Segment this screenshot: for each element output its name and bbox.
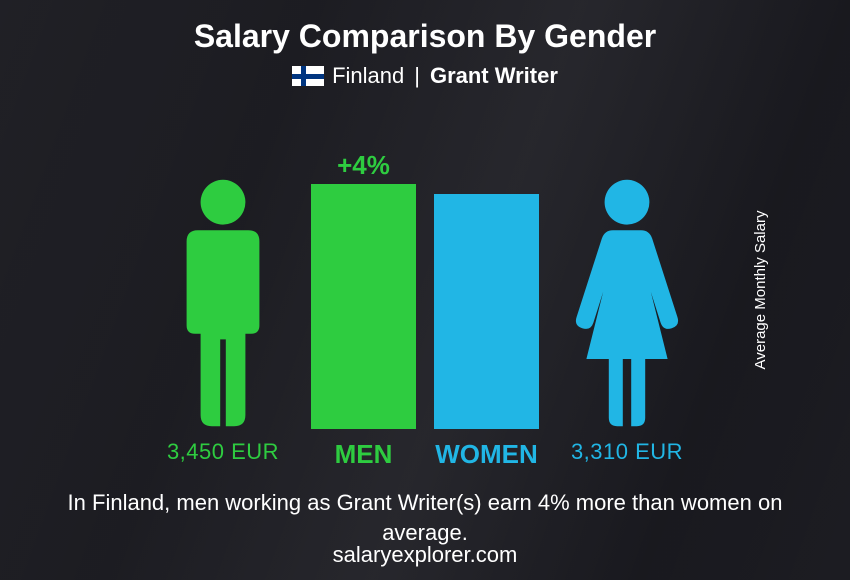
man-icon (153, 177, 293, 429)
labels-row: 3,450 EUR MEN WOMEN 3,310 EUR (0, 439, 850, 470)
men-bar-col: +4% (311, 109, 416, 429)
woman-icon (557, 177, 697, 429)
source-credit: salaryexplorer.com (0, 542, 850, 568)
country-name: Finland (332, 63, 404, 89)
women-salary-value: 3,310 EUR (557, 439, 697, 470)
men-bar: +4% (311, 184, 416, 429)
women-icon-col (557, 109, 697, 429)
women-bar-col (434, 109, 539, 429)
summary-text: In Finland, men working as Grant Writer(… (45, 488, 805, 547)
women-label: WOMEN (434, 439, 539, 470)
y-axis-label: Average Monthly Salary (752, 211, 769, 370)
job-title: Grant Writer (430, 63, 558, 89)
difference-badge: +4% (311, 150, 416, 181)
men-salary-value: 3,450 EUR (153, 439, 293, 470)
men-label: MEN (311, 439, 416, 470)
infographic-container: Salary Comparison By Gender Finland | Gr… (0, 0, 850, 580)
chart-area: +4% (153, 109, 697, 429)
finland-flag-icon (292, 66, 324, 86)
page-title: Salary Comparison By Gender (194, 18, 656, 55)
subtitle-row: Finland | Grant Writer (292, 63, 558, 89)
separator: | (414, 63, 420, 89)
women-bar (434, 194, 539, 429)
men-icon-col (153, 109, 293, 429)
